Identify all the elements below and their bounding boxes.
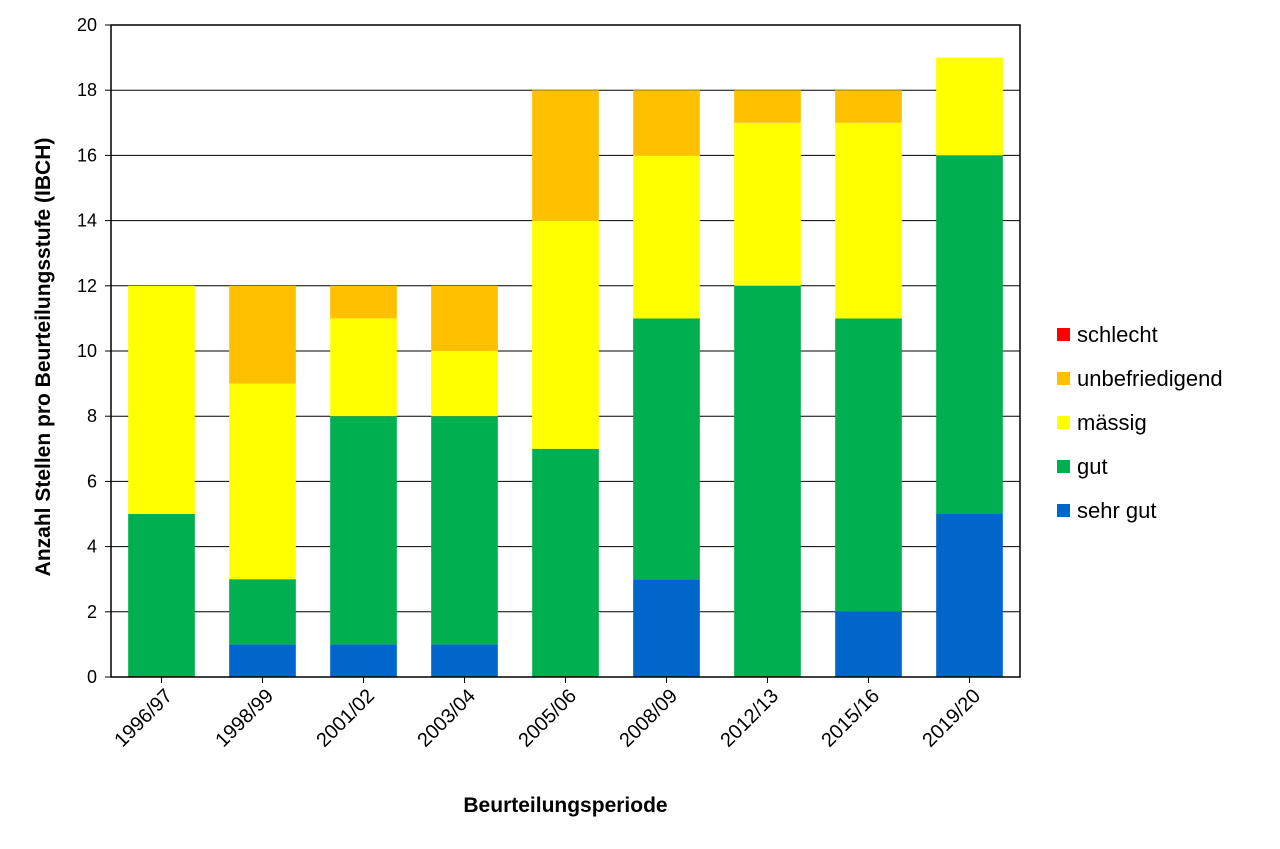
legend-label: schlecht (1077, 322, 1158, 347)
bar-segment-sehr-gut (936, 514, 1003, 677)
x-tick-label: 2012/13 (716, 685, 783, 752)
bar-segment-unbefriedigend (532, 90, 599, 221)
bar-segment-mässig (431, 351, 498, 417)
y-tick-label: 12 (77, 276, 97, 296)
bar-segment-mässig (936, 57, 1003, 156)
bar-segment-unbefriedigend (633, 90, 700, 156)
bar-segment-gut (330, 416, 397, 645)
x-tick-label: 2008/09 (615, 685, 682, 752)
legend-label: mässig (1077, 410, 1147, 435)
legend-swatch (1057, 416, 1070, 429)
y-tick-label: 8 (87, 406, 97, 426)
bar-segment-sehr-gut (229, 644, 296, 677)
x-tick-label: 2001/02 (312, 685, 379, 752)
bar-segment-unbefriedigend (330, 285, 397, 319)
x-tick-label: 1996/97 (110, 685, 177, 752)
legend-label: gut (1077, 454, 1108, 479)
bar-segment-gut (936, 155, 1003, 514)
y-tick-label: 14 (77, 211, 97, 231)
bar-segment-gut (734, 285, 801, 677)
bar-segment-gut (532, 448, 599, 677)
bar-segment-mässig (330, 318, 397, 417)
y-tick-label: 2 (87, 602, 97, 622)
y-axis-ticks: 0 2 4 6 8 10 12 14 16 18 20 (77, 15, 111, 687)
bar-segment-gut (229, 579, 296, 645)
y-tick-label: 16 (77, 145, 97, 165)
y-tick-label: 0 (87, 667, 97, 687)
legend-label: unbefriedigend (1077, 366, 1223, 391)
bar-segment-unbefriedigend (835, 90, 902, 123)
bar-segment-sehr-gut (835, 611, 902, 677)
y-tick-label: 18 (77, 80, 97, 100)
x-axis-ticks: 1996/97 1998/99 2001/02 2003/04 2005/06 2008/… (110, 677, 985, 752)
bar-segment-sehr-gut (431, 644, 498, 677)
legend-label: sehr gut (1077, 498, 1157, 523)
bar-segment-mässig (128, 285, 195, 514)
legend-swatch (1057, 372, 1070, 385)
bar-segment-gut (128, 514, 195, 677)
bar-segment-unbefriedigend (431, 285, 498, 351)
bar-segment-gut (633, 318, 700, 580)
legend: schlecht unbefriedigend mässig gut sehr gut (1057, 322, 1223, 523)
bar-segment-mässig (532, 220, 599, 449)
bar-segment-mässig (229, 383, 296, 580)
x-tick-label: 2019/20 (918, 685, 985, 752)
y-tick-label: 4 (87, 537, 97, 557)
legend-swatch (1057, 504, 1070, 517)
bar-segment-unbefriedigend (229, 285, 296, 384)
y-tick-label: 20 (77, 15, 97, 35)
bar-segment-sehr-gut (330, 644, 397, 677)
bar-segment-mässig (835, 122, 902, 319)
bar-segment-mässig (633, 155, 700, 319)
x-tick-label: 2015/16 (817, 685, 884, 752)
x-tick-label: 1998/99 (211, 685, 278, 752)
legend-swatch (1057, 328, 1070, 341)
bars (128, 57, 1003, 677)
y-axis-title: Anzahl Stellen pro Beurteilungsstufe (IB… (32, 138, 55, 577)
bar-segment-gut (431, 416, 498, 645)
x-tick-label: 2003/04 (413, 685, 480, 752)
bar-segment-mässig (734, 122, 801, 286)
x-axis-title: Beurteilungsperiode (463, 794, 667, 817)
bar-segment-sehr-gut (633, 579, 700, 677)
legend-swatch (1057, 460, 1070, 473)
y-tick-label: 10 (77, 341, 97, 361)
x-tick-label: 2005/06 (514, 685, 581, 752)
bar-segment-unbefriedigend (734, 90, 801, 123)
y-tick-label: 6 (87, 471, 97, 491)
bar-segment-gut (835, 318, 902, 612)
